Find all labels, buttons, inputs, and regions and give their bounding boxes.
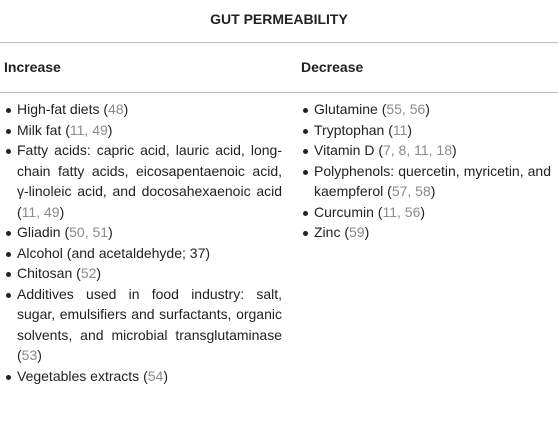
rule bbox=[0, 42, 558, 43]
column-heading: Decrease bbox=[301, 59, 364, 75]
item-text: Fatty acids: capric acid, lauric acid, l… bbox=[17, 142, 282, 220]
citation: 57, 58 bbox=[391, 183, 431, 199]
list-item: Additives used in food industry: salt, s… bbox=[4, 284, 282, 366]
item-text: ) bbox=[96, 265, 102, 281]
list-item: Gliadin (50, 51) bbox=[4, 222, 282, 243]
list-item: Tryptophan (11) bbox=[301, 120, 551, 141]
list-item: Fatty acids: capric acid, lauric acid, l… bbox=[4, 140, 282, 222]
item-text: ) bbox=[37, 347, 42, 363]
item-text: Alcohol (and acetaldehyde; 37) bbox=[17, 244, 211, 261]
column: Increase High-fat diets (48) Milk fat (11,… bbox=[4, 59, 282, 386]
citation: 53 bbox=[21, 347, 38, 363]
item-text: Milk fat ( bbox=[17, 121, 70, 138]
item-text: ) bbox=[107, 121, 113, 138]
citation: 11, 49 bbox=[21, 203, 60, 220]
citation: 48 bbox=[108, 101, 124, 117]
item-text: Tryptophan ( bbox=[314, 121, 393, 138]
citation: 54 bbox=[147, 367, 164, 384]
citation: 11 bbox=[392, 121, 408, 138]
item-text: Glutamine ( bbox=[314, 101, 387, 117]
citation: 7, 8, 11, 18 bbox=[382, 142, 452, 158]
item-text: ) bbox=[420, 203, 426, 220]
item-text: Zinc ( bbox=[314, 224, 349, 240]
title: GUT PERMEABILITY bbox=[210, 11, 348, 27]
item-text: ) bbox=[452, 142, 457, 158]
item-text: Polyphenols: quercetin, myricetin, and k… bbox=[314, 162, 551, 200]
citation: 11, 56 bbox=[382, 203, 421, 220]
citation: 50, 51 bbox=[69, 224, 109, 240]
list-item: Milk fat (11, 49) bbox=[4, 120, 282, 141]
citation: 55, 56 bbox=[386, 101, 426, 117]
list-item: Zinc (59) bbox=[301, 222, 551, 243]
item-text: ) bbox=[425, 101, 430, 117]
item-text: Chitosan ( bbox=[17, 265, 81, 281]
list-item: Alcohol (and acetaldehyde; 37) bbox=[4, 243, 282, 264]
column-heading: Increase bbox=[4, 59, 61, 75]
item-text: ) bbox=[59, 203, 65, 220]
rule bbox=[0, 92, 558, 93]
list-item: Curcumin (11, 56) bbox=[301, 202, 551, 223]
item-text: ) bbox=[407, 121, 413, 138]
item-text: Curcumin ( bbox=[314, 203, 383, 220]
item-text: ) bbox=[123, 101, 129, 117]
list-item: Vitamin D (7, 8, 11, 18) bbox=[301, 140, 551, 161]
item-text: ) bbox=[364, 224, 370, 240]
item-text: Additives used in food industry: salt, s… bbox=[17, 285, 282, 364]
list: Glutamine (55, 56) Tryptophan (11) Vitamin… bbox=[301, 99, 551, 243]
list-item: Chitosan (52) bbox=[4, 263, 282, 284]
item-text: Vegetables extracts ( bbox=[17, 367, 148, 384]
item-text: ) bbox=[430, 183, 436, 199]
item-text: ) bbox=[108, 224, 113, 240]
list-item: High-fat diets (48) bbox=[4, 99, 282, 120]
item-text: High-fat diets ( bbox=[17, 101, 109, 117]
list-item: Glutamine (55, 56) bbox=[301, 99, 551, 120]
item-text: Vitamin D ( bbox=[314, 142, 383, 158]
column: Decrease Glutamine (55, 56) Tryptophan (11… bbox=[301, 59, 551, 243]
item-text: ) bbox=[163, 367, 168, 384]
item-text: Gliadin ( bbox=[17, 224, 70, 240]
list: High-fat diets (48) Milk fat (11, 49) Fatt… bbox=[4, 99, 282, 386]
citation: 11, 49 bbox=[69, 121, 108, 138]
list-item: Polyphenols: quercetin, myricetin, and k… bbox=[301, 161, 551, 202]
citation: 59 bbox=[349, 224, 365, 240]
list-item: Vegetables extracts (54) bbox=[4, 366, 282, 387]
citation: 52 bbox=[80, 265, 97, 281]
